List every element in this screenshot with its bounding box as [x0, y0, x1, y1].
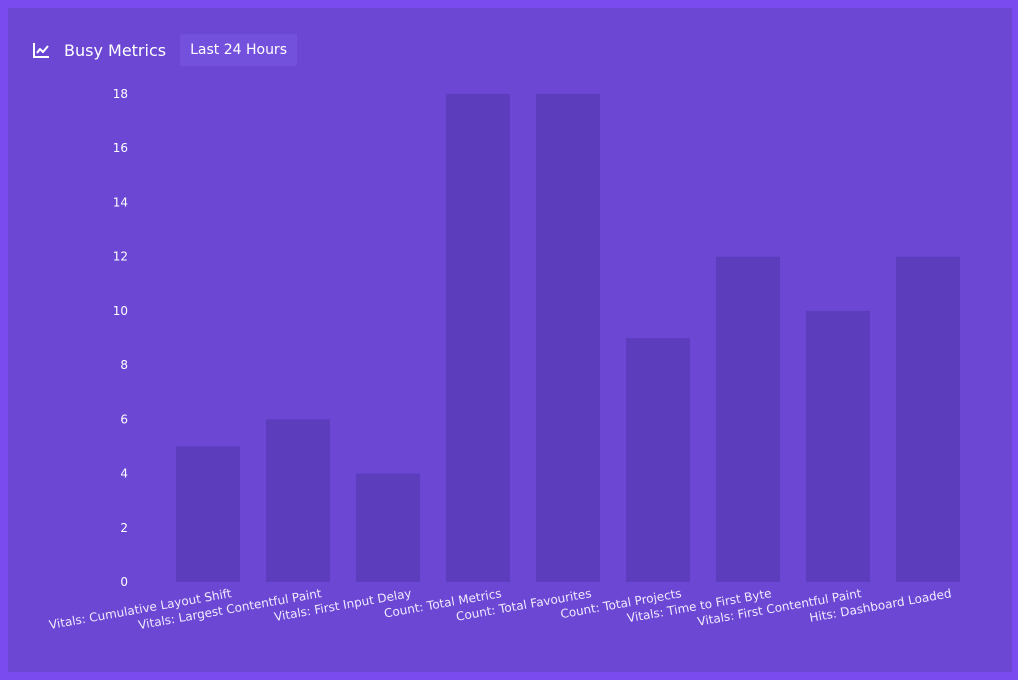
- y-tick-label: 14: [113, 195, 128, 209]
- y-tick-label: 12: [113, 250, 128, 264]
- bar[interactable]: [356, 473, 420, 582]
- y-tick-label: 6: [120, 412, 128, 426]
- line-chart-icon: [33, 43, 49, 58]
- y-tick-label: 18: [113, 87, 128, 101]
- bar[interactable]: [716, 256, 780, 582]
- bar[interactable]: [446, 94, 510, 582]
- bar[interactable]: [806, 310, 870, 582]
- chart-header: Busy Metrics Last 24 Hours: [32, 34, 297, 66]
- y-tick-label: 0: [120, 575, 128, 589]
- chart-title: Busy Metrics: [64, 40, 167, 60]
- bar[interactable]: [626, 338, 690, 582]
- y-tick-label: 16: [113, 141, 128, 155]
- y-tick-label: 8: [120, 358, 128, 372]
- time-range-button[interactable]: Last 24 Hours: [180, 34, 297, 66]
- bar[interactable]: [176, 446, 240, 582]
- bar[interactable]: [266, 419, 330, 582]
- bar[interactable]: [536, 94, 600, 582]
- y-tick-label: 2: [120, 521, 128, 535]
- bar[interactable]: [896, 256, 960, 582]
- y-tick-label: 10: [113, 304, 128, 318]
- y-tick-label: 4: [120, 467, 128, 481]
